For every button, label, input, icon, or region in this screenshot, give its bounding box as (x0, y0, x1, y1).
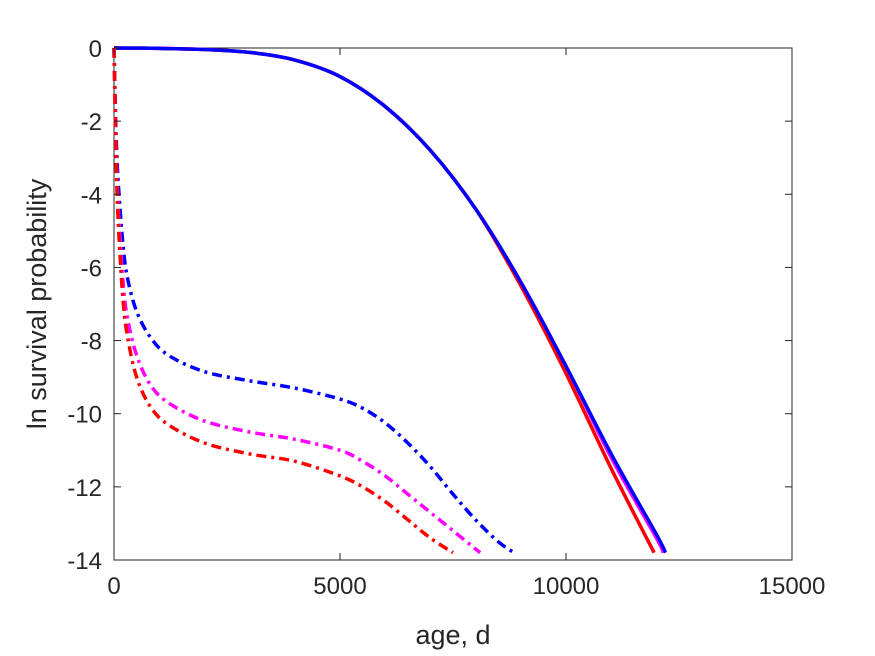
y-axis-label: ln survival probability (22, 178, 52, 429)
y-tick-label: -2 (81, 109, 102, 136)
x-tick-label: 10000 (533, 573, 600, 600)
series-line-3 (113, 46, 668, 554)
y-tick-label: 0 (89, 36, 102, 63)
series-line-6 (112, 47, 454, 555)
x-tick-label: 0 (107, 573, 120, 600)
series-layer (112, 46, 668, 555)
x-tick-label: 5000 (313, 573, 366, 600)
plot-area (113, 47, 793, 561)
x-tick-label: 15000 (759, 573, 826, 600)
y-tick-label: -14 (67, 548, 102, 575)
y-tick-label: -12 (67, 475, 102, 502)
y-tick-label: -6 (81, 255, 102, 282)
series-line-4 (112, 47, 516, 555)
tick-layer: 0 5000 10000 15000 0 -2 -4 -6 -8 -10 -12 -14 (67, 36, 825, 600)
y-tick-label: -8 (81, 329, 102, 356)
y-tick-label: -10 (67, 402, 102, 429)
x-axis-label: age, d (415, 620, 490, 650)
y-tick-label: -4 (81, 182, 102, 209)
